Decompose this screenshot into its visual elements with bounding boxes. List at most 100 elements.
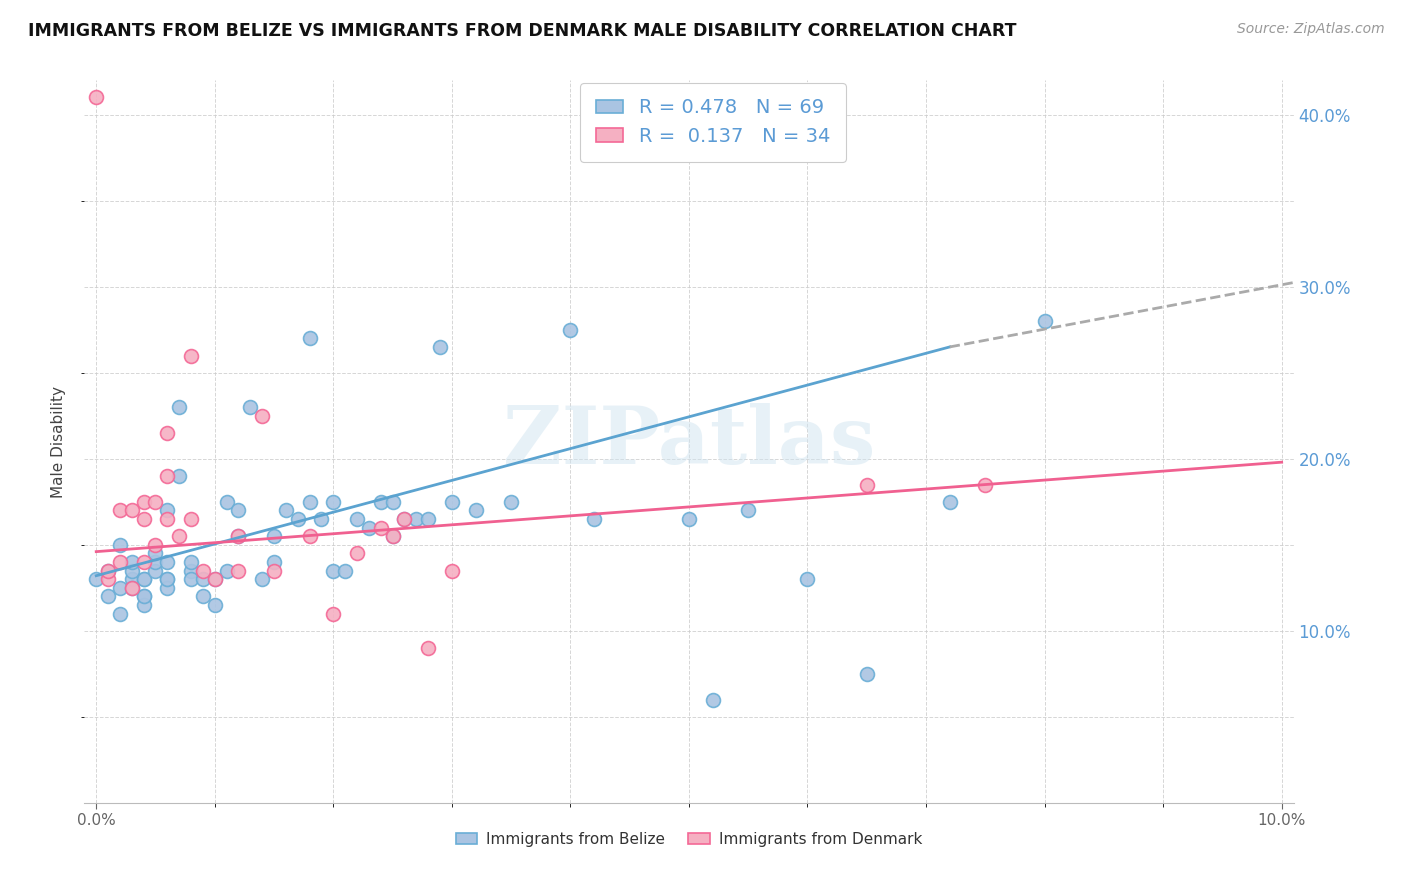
Point xyxy=(180,349,202,363)
Point xyxy=(263,564,285,578)
Point xyxy=(97,564,120,578)
Point xyxy=(167,529,190,543)
Point xyxy=(440,564,463,578)
Point xyxy=(156,425,179,440)
Point xyxy=(97,564,120,578)
Point xyxy=(191,590,214,604)
Point xyxy=(418,640,440,655)
Point xyxy=(132,572,155,586)
Point xyxy=(381,529,404,543)
Point xyxy=(156,555,179,569)
Point xyxy=(121,503,143,517)
Point xyxy=(429,340,451,354)
Point xyxy=(156,581,179,595)
Point xyxy=(132,590,155,604)
Point xyxy=(97,590,120,604)
Point xyxy=(180,572,202,586)
Point xyxy=(228,564,250,578)
Point xyxy=(298,529,321,543)
Point xyxy=(228,529,250,543)
Point xyxy=(333,564,356,578)
Point xyxy=(938,494,960,508)
Point xyxy=(370,520,392,534)
Point xyxy=(97,572,120,586)
Point xyxy=(855,666,877,681)
Point xyxy=(298,494,321,508)
Point xyxy=(191,572,214,586)
Point xyxy=(702,692,724,706)
Point xyxy=(381,494,404,508)
Point xyxy=(239,400,262,414)
Point xyxy=(250,572,273,586)
Point xyxy=(855,477,877,491)
Point xyxy=(108,555,131,569)
Point xyxy=(228,503,250,517)
Point xyxy=(796,572,818,586)
Point xyxy=(501,494,523,508)
Point xyxy=(215,564,238,578)
Point xyxy=(322,607,344,621)
Point xyxy=(678,512,700,526)
Point xyxy=(132,494,155,508)
Text: Source: ZipAtlas.com: Source: ZipAtlas.com xyxy=(1237,22,1385,37)
Point xyxy=(145,564,167,578)
Point xyxy=(346,512,368,526)
Point xyxy=(145,555,167,569)
Text: IMMIGRANTS FROM BELIZE VS IMMIGRANTS FROM DENMARK MALE DISABILITY CORRELATION CH: IMMIGRANTS FROM BELIZE VS IMMIGRANTS FRO… xyxy=(28,22,1017,40)
Point xyxy=(108,581,131,595)
Point xyxy=(121,581,143,595)
Point xyxy=(250,409,273,423)
Point xyxy=(156,572,179,586)
Point xyxy=(145,494,167,508)
Point xyxy=(322,494,344,508)
Point xyxy=(204,572,226,586)
Point xyxy=(204,572,226,586)
Point xyxy=(381,529,404,543)
Point xyxy=(204,598,226,612)
Point xyxy=(145,538,167,552)
Point xyxy=(370,494,392,508)
Point xyxy=(346,546,368,560)
Point xyxy=(132,572,155,586)
Legend: Immigrants from Belize, Immigrants from Denmark: Immigrants from Belize, Immigrants from … xyxy=(450,826,928,853)
Point xyxy=(121,581,143,595)
Point xyxy=(405,512,427,526)
Point xyxy=(298,331,321,345)
Point xyxy=(180,564,202,578)
Point xyxy=(108,538,131,552)
Point xyxy=(394,512,416,526)
Point xyxy=(121,564,143,578)
Point xyxy=(121,555,143,569)
Point xyxy=(583,512,606,526)
Point xyxy=(287,512,309,526)
Point xyxy=(311,512,333,526)
Y-axis label: Male Disability: Male Disability xyxy=(51,385,66,498)
Point xyxy=(263,529,285,543)
Point xyxy=(156,572,179,586)
Point xyxy=(108,503,131,517)
Point xyxy=(180,555,202,569)
Point xyxy=(274,503,297,517)
Point xyxy=(84,572,107,586)
Point xyxy=(84,90,107,104)
Point xyxy=(560,323,582,337)
Point xyxy=(156,469,179,483)
Point xyxy=(167,469,190,483)
Point xyxy=(132,598,155,612)
Point xyxy=(737,503,759,517)
Point xyxy=(132,590,155,604)
Point xyxy=(215,494,238,508)
Point xyxy=(464,503,486,517)
Point xyxy=(394,512,416,526)
Point xyxy=(156,512,179,526)
Point xyxy=(167,400,190,414)
Point xyxy=(145,546,167,560)
Point xyxy=(180,512,202,526)
Point xyxy=(156,503,179,517)
Point xyxy=(1033,314,1056,328)
Point xyxy=(263,555,285,569)
Point xyxy=(418,512,440,526)
Point xyxy=(228,529,250,543)
Point xyxy=(322,564,344,578)
Point xyxy=(357,520,380,534)
